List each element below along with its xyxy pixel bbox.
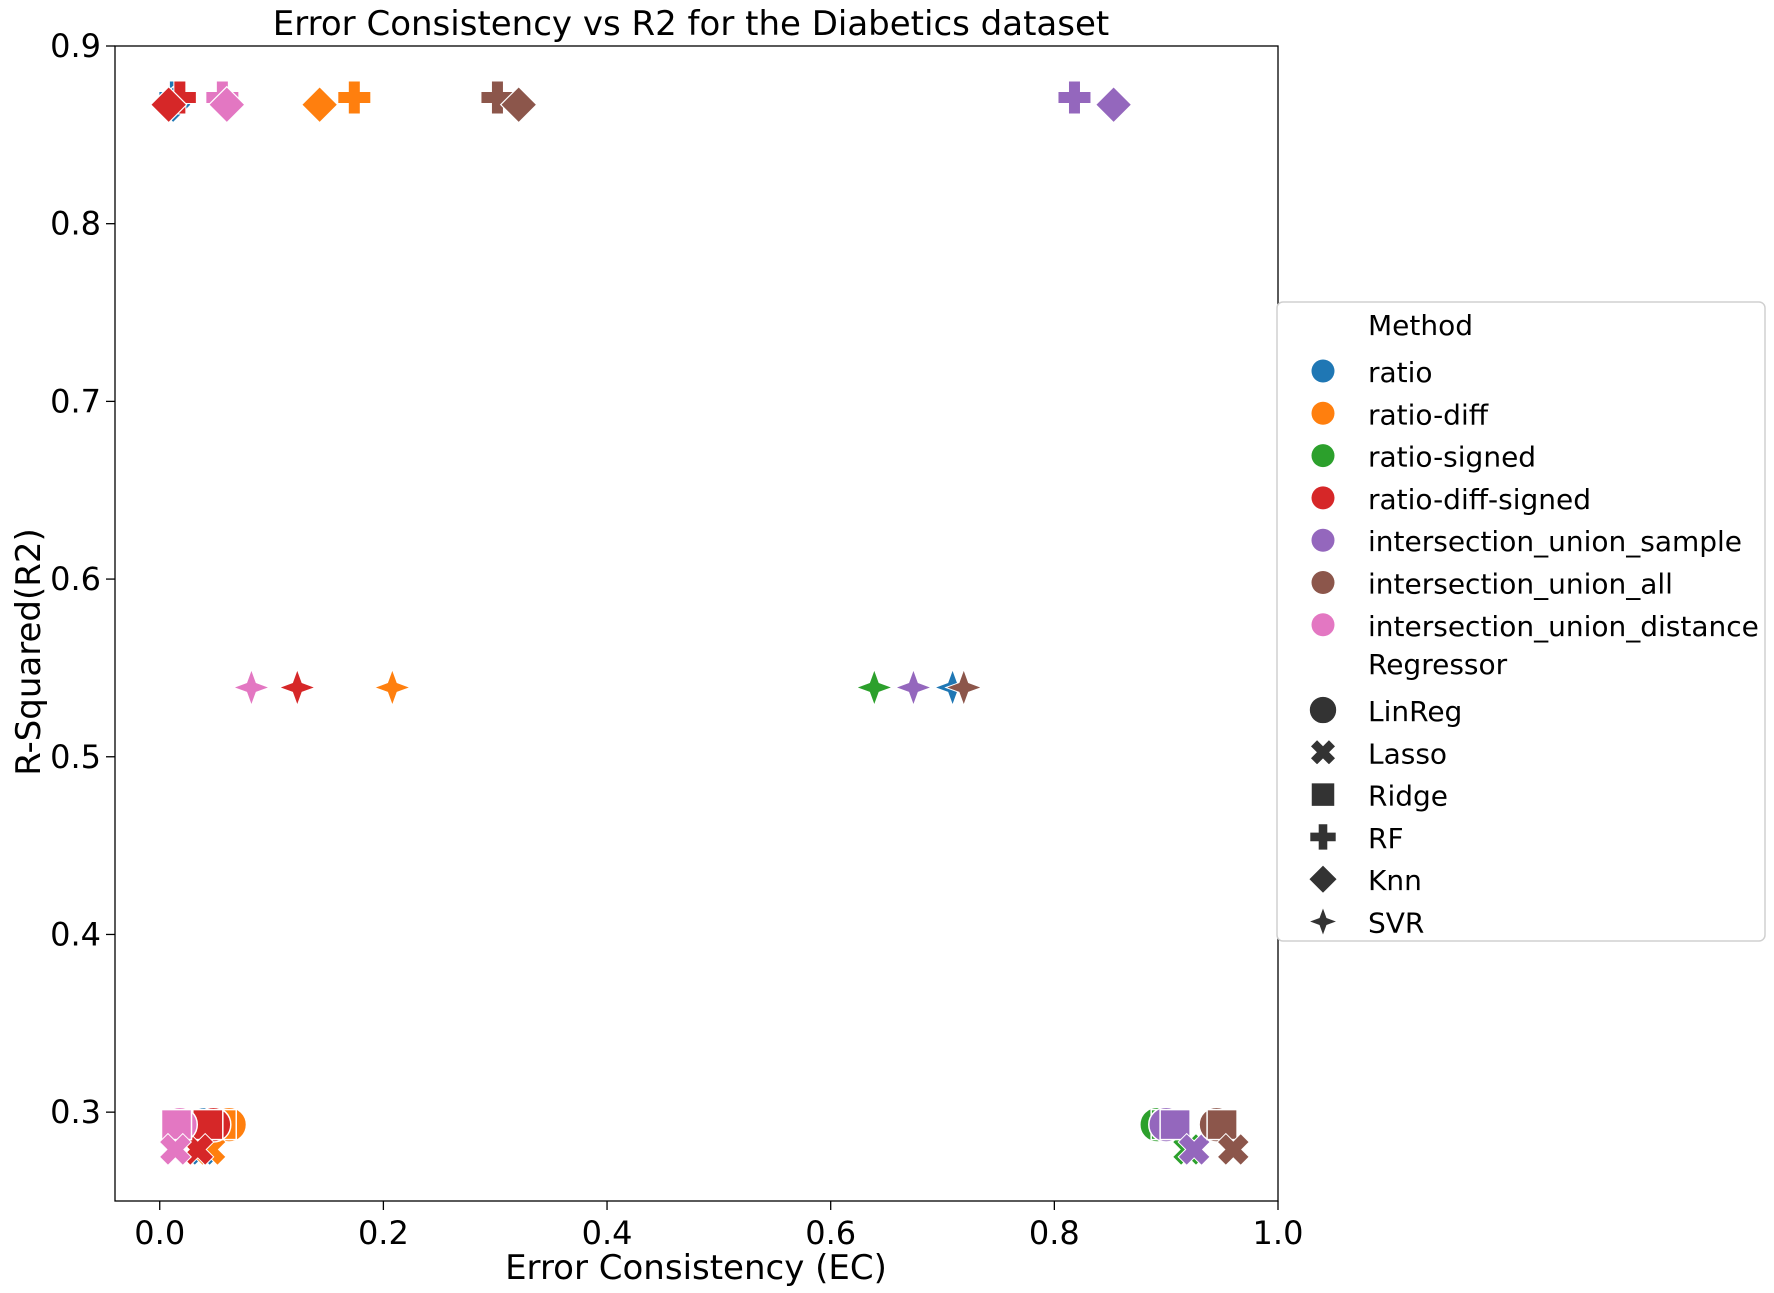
legend-method-label: intersection_union_all	[1368, 568, 1673, 601]
y-axis-ticks: 0.3 0.4 0.5 0.6 0.7 0.8 0.9	[50, 27, 115, 1131]
legend-swatch	[1311, 444, 1335, 468]
point-ratio-diff-signed-svr	[277, 668, 317, 707]
point-intersection-union-sample-rf	[1057, 80, 1092, 115]
x-tick-label: 1.0	[1253, 1214, 1304, 1252]
y-tick-label: 0.3	[50, 1093, 101, 1131]
chart-title: Error Consistency vs R2 for the Diabetic…	[273, 4, 1109, 44]
point-intersection-union-all-rf	[480, 80, 515, 115]
legend-method-label: ratio	[1368, 356, 1433, 389]
legend-swatch	[1311, 571, 1335, 594]
legend-marker-rf	[1309, 823, 1337, 851]
point-intersection-union-all-lasso	[1216, 1132, 1250, 1167]
point-intersection-union-all-knn	[499, 85, 538, 124]
legend-regressor-label: SVR	[1368, 907, 1424, 940]
legend-regressor-title: Regressor	[1368, 648, 1508, 681]
legend-marker-knn	[1307, 863, 1339, 895]
legend-swatch	[1311, 359, 1335, 383]
legend-regressor-label: LinReg	[1368, 695, 1462, 728]
legend-regressor-label: Lasso	[1368, 737, 1447, 770]
point-intersection-union-all-ridge	[1206, 1108, 1238, 1141]
legend-method-label: intersection_union_distance	[1368, 610, 1759, 643]
x-axis-label: Error Consistency (EC)	[505, 1248, 887, 1288]
point-ratio-diff-svr	[372, 668, 412, 707]
point-intersection-union-distance-svr	[231, 668, 271, 707]
legend-regressor-label: Ridge	[1368, 780, 1448, 813]
legend-method-label: ratio-diff-signed	[1368, 483, 1591, 516]
legend-marker-lasso	[1309, 738, 1337, 766]
point-intersection-union-sample-lasso	[1177, 1132, 1211, 1167]
point-intersection-union-distance-lasso	[158, 1132, 193, 1167]
point-intersection-union-sample-knn	[1094, 85, 1133, 124]
y-axis-label: R-Squared(R2)	[9, 528, 49, 776]
legend-regressor-label: RF	[1368, 822, 1404, 855]
legend-regressors: LinReg Lasso Ridge RF Knn SVR	[1307, 695, 1462, 940]
y-tick-label: 0.4	[50, 915, 101, 953]
legend-marker-linreg	[1308, 695, 1338, 725]
y-tick-label: 0.9	[50, 27, 101, 65]
legend-method-label: ratio-signed	[1368, 441, 1536, 474]
legend-frame	[1276, 301, 1766, 942]
legend-method-label: intersection_union_sample	[1368, 525, 1742, 558]
x-axis-ticks: 0.0 0.2 0.4 0.6 0.8 1.0	[134, 1201, 1303, 1252]
y-tick-label: 0.8	[50, 205, 101, 243]
y-tick-label: 0.5	[50, 738, 101, 776]
point-intersection-union-all-svr	[944, 668, 984, 707]
point-ratio-diff-rf	[337, 80, 372, 115]
point-intersection-union-distance-knn	[207, 85, 246, 124]
legend-methods: ratio ratio-diff ratio-signed ratio-diff-si…	[1311, 356, 1759, 643]
legend-marker-svr	[1307, 905, 1339, 938]
legend-method-title: Method	[1368, 309, 1473, 342]
x-tick-label: 0.8	[1029, 1214, 1080, 1252]
y-tick-label: 0.6	[50, 560, 101, 598]
legend-method-label: ratio-diff	[1368, 398, 1489, 431]
legend-marker-ridge	[1310, 781, 1336, 808]
legend-regressor-label: Knn	[1368, 864, 1422, 897]
y-tick-label: 0.7	[50, 382, 101, 420]
x-tick-label: 0.0	[134, 1214, 185, 1252]
x-tick-label: 0.2	[358, 1214, 409, 1252]
legend-swatch	[1311, 401, 1335, 425]
x-tick-label: 0.6	[805, 1214, 856, 1252]
legend-swatch	[1311, 528, 1335, 552]
x-tick-label: 0.4	[582, 1214, 633, 1252]
legend: Method ratio ratio-diff ratio-signed ratio-…	[1276, 301, 1766, 942]
data-points	[149, 80, 1250, 1167]
point-ratio-signed-svr	[854, 668, 894, 707]
point-intersection-union-sample-svr	[893, 668, 933, 707]
legend-swatch	[1311, 486, 1335, 510]
point-ratio-diff-knn	[300, 85, 339, 124]
legend-swatch	[1311, 613, 1335, 637]
point-ratio-diff-signed-knn	[149, 85, 188, 124]
